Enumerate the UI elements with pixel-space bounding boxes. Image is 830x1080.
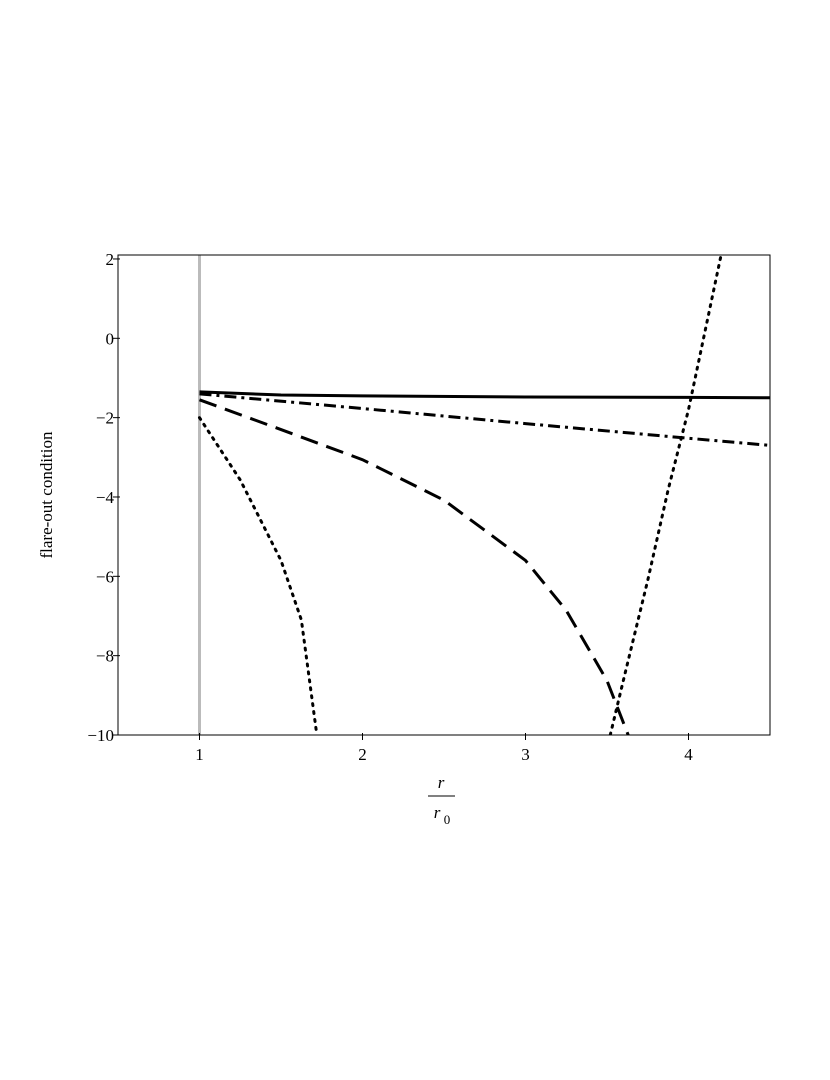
y-tick-label: −10 [87,726,114,745]
plot-frame [117,254,771,736]
y-tick-label: −4 [96,488,115,507]
series-line [199,392,770,447]
y-axis-label: flare-out condition [37,431,56,558]
x-tick-label: 4 [684,745,693,764]
plot-area [198,255,770,735]
y-tick-label: −6 [96,567,114,586]
series-line [199,390,770,400]
x-label-subscript: 0 [444,812,451,827]
y-tick-label: 0 [106,329,115,348]
x-label-denominator: r [434,803,441,822]
series-line [608,255,723,735]
x-label-numerator: r [438,773,445,792]
series-line [198,398,630,735]
x-tick-label: 1 [195,745,204,764]
y-tick-label: −8 [96,647,114,666]
y-tick-label: −2 [96,409,114,428]
y-tick-label: 2 [106,250,115,269]
x-tick-label: 2 [358,745,367,764]
series-line [198,416,319,735]
x-tick-label: 3 [521,745,530,764]
